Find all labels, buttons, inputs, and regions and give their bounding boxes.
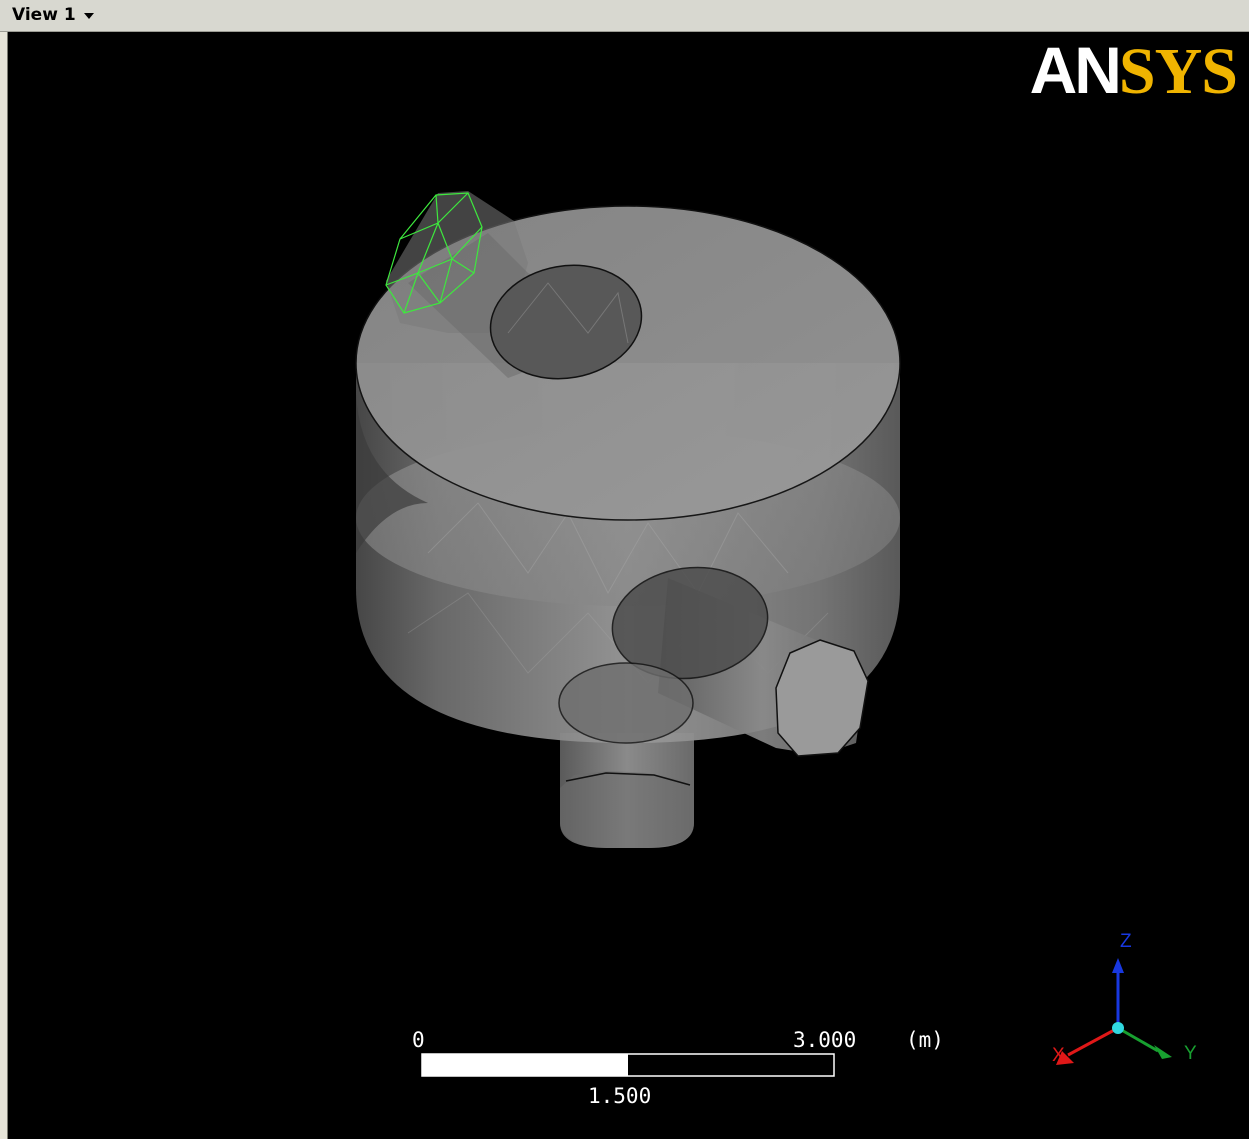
scale-start-label: 0 [412, 1028, 425, 1052]
scale-bar [421, 1053, 835, 1077]
chevron-down-icon[interactable] [83, 13, 94, 19]
scale-unit-label: (m) [906, 1028, 944, 1052]
y-axis-line [1117, 1026, 1159, 1053]
scale-bar-filled-segment [422, 1054, 628, 1076]
scale-end-label: 3.000 [793, 1028, 857, 1052]
top-pipe-opening[interactable] [481, 254, 650, 391]
z-axis-label: Z [1120, 931, 1132, 952]
view-selector-label: View 1 [12, 5, 76, 25]
y-axis-label: Y [1184, 1043, 1197, 1064]
logo-text-right: SYS [1118, 35, 1238, 108]
z-axis-arrow [1112, 958, 1124, 973]
selected-pipe-face[interactable] [385, 192, 483, 314]
bottom-outlet-pipe[interactable] [560, 733, 694, 848]
triad-origin [1112, 1022, 1124, 1034]
scale-mid-label: 1.500 [588, 1084, 652, 1108]
model-render[interactable] [8, 33, 1249, 1139]
tank-top-face[interactable] [355, 191, 901, 521]
x-axis-arrow [1056, 1051, 1074, 1065]
ansys-logo: ANSYS [1030, 35, 1238, 108]
view-selector-dropdown[interactable]: View 1 [12, 4, 94, 26]
side-pipe-opening[interactable] [605, 558, 775, 689]
logo-text-left: AN [1029, 33, 1122, 107]
side-pipe-end-face[interactable] [775, 639, 869, 757]
window-frame-left [0, 32, 8, 1139]
y-axis-arrow [1154, 1045, 1172, 1059]
graphics-viewport[interactable]: ANSYS [8, 33, 1249, 1139]
bottom-pipe-opening[interactable] [558, 662, 694, 744]
axis-triad [1056, 958, 1172, 1065]
x-axis-label: X [1052, 1045, 1065, 1066]
x-axis-line [1067, 1026, 1119, 1057]
view-titlebar: View 1 [0, 0, 1249, 32]
